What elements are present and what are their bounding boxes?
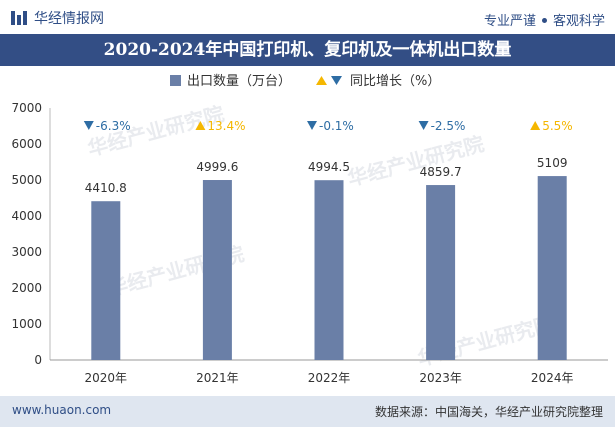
chart-title: 2020-2024年中国打印机、复印机及一体机出口数量 [103, 40, 512, 60]
brand-name: 华经情报网 [34, 11, 104, 27]
growth-down-triangle-icon [307, 121, 317, 130]
title-bar: 2020-2024年中国打印机、复印机及一体机出口数量 [0, 34, 615, 66]
y-tick-label: 0 [34, 353, 42, 367]
legend-bar-swatch [170, 75, 181, 86]
growth-label: -6.3% [96, 119, 131, 133]
bar [537, 176, 567, 360]
legend-down-triangle-icon [331, 76, 342, 85]
y-ticks: 0 1000 2000 3000 4000 5000 6000 7000 [11, 101, 42, 367]
y-tick-label: 1000 [11, 317, 42, 331]
growth-label: 13.4% [207, 119, 245, 133]
top-bar: 华经情报网 专业严谨 客观科学 [0, 0, 615, 34]
motto-dot-icon [541, 18, 547, 23]
growth-label: -2.5% [431, 119, 466, 133]
x-tick-label: 2023年 [419, 371, 462, 385]
watermark-2: 华经产业研究院 [345, 131, 486, 190]
growth-label: 5.5% [542, 119, 573, 133]
bar-value-label: 5109 [537, 156, 568, 170]
motto-right: 客观科学 [552, 14, 605, 29]
bar [314, 180, 344, 360]
growth-up-triangle-icon [530, 121, 541, 130]
motto-left: 专业严谨 [483, 14, 536, 29]
growth-down-triangle-icon [83, 121, 94, 130]
y-tick-label: 3000 [11, 245, 42, 259]
bar-value-label: 4410.8 [85, 181, 127, 195]
bar-value-label: 4999.6 [196, 160, 238, 174]
motto: 专业严谨 客观科学 [484, 10, 605, 29]
x-tick-label: 2021年 [196, 371, 239, 385]
footer-source: 数据来源：中国海关，华经产业研究院整理 [374, 405, 603, 419]
growth-up-triangle-icon [195, 121, 206, 130]
y-tick-label: 7000 [11, 101, 42, 115]
x-labels: 2020年 2021年 2022年 2023年 2024年 [85, 371, 574, 385]
y-tick-label: 6000 [11, 137, 42, 151]
growth-label: -0.1% [319, 119, 354, 133]
bar-chart: 出口数量（万台） 同比增长（%） 华经产业研究院 华经产业研究院 华经产业研究院… [11, 74, 608, 385]
bar-value-label: 4859.7 [420, 165, 462, 179]
brand-logo-icon [11, 11, 27, 25]
bar [426, 185, 456, 360]
y-tick-label: 5000 [11, 173, 42, 187]
legend: 出口数量（万台） 同比增长（%） [170, 74, 440, 89]
x-tick-label: 2022年 [308, 371, 351, 385]
bar [202, 180, 232, 360]
bars: 4410.8 4999.6 4994.5 4859.7 5109 [85, 156, 568, 360]
growth-down-triangle-icon [418, 121, 429, 130]
brand-logo[interactable]: 华经情报网 [10, 8, 104, 28]
legend-up-triangle-icon [316, 76, 327, 85]
footer-website[interactable]: www.huaon.com [12, 403, 112, 417]
x-tick-label: 2020年 [85, 371, 128, 385]
footer: www.huaon.com 数据来源：中国海关，华经产业研究院整理 [0, 396, 615, 427]
y-tick-label: 2000 [11, 281, 42, 295]
bar-value-label: 4994.5 [308, 160, 350, 174]
x-tick-label: 2024年 [531, 371, 574, 385]
y-tick-label: 4000 [11, 209, 42, 223]
bar [91, 201, 121, 360]
growth-labels: -6.3% 13.4% -0.1% -2.5% 5.5% [83, 119, 573, 133]
legend-change-label: 同比增长（%） [350, 74, 440, 89]
legend-series-label: 出口数量（万台） [187, 74, 291, 89]
